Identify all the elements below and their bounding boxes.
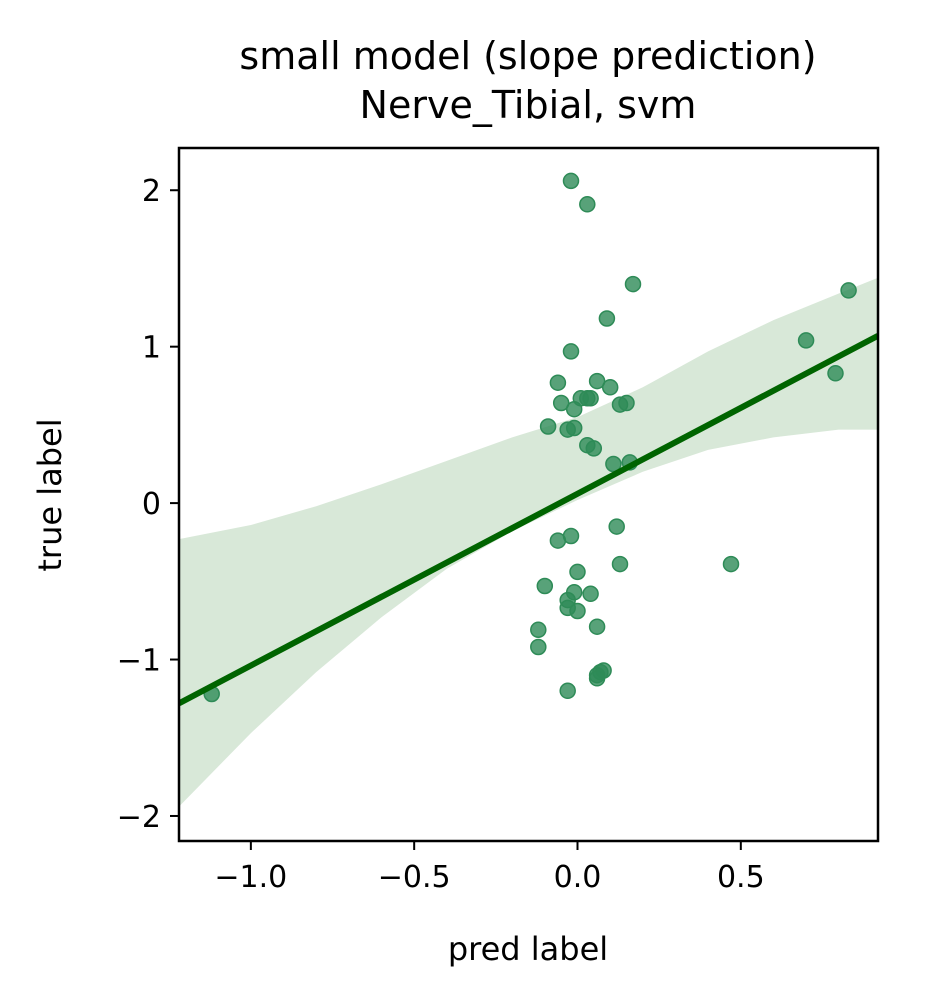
data-point <box>601 379 619 396</box>
x-tick-label: 0.0 <box>554 860 602 895</box>
data-point <box>565 400 583 418</box>
x-tick-label: 0.5 <box>717 860 765 895</box>
y-tick-label: 1 <box>142 331 161 366</box>
data-point <box>562 527 580 545</box>
data-point <box>552 394 570 412</box>
y-tick-label: 0 <box>142 487 161 522</box>
y-axis-ticks: −2 −1 0 1 2 <box>117 174 179 835</box>
data-point <box>608 518 625 535</box>
data-point <box>549 374 567 391</box>
plot-frame <box>177 146 880 843</box>
chart-title-line1: small model (slope prediction) <box>239 34 816 78</box>
data-point <box>559 682 576 700</box>
y-tick-label: −1 <box>117 644 161 679</box>
x-axis-label: pred label <box>448 930 608 968</box>
plot-area <box>177 146 880 843</box>
data-point <box>530 621 547 639</box>
data-point <box>588 670 606 687</box>
data-point <box>579 196 596 213</box>
data-point <box>562 343 580 360</box>
data-point <box>562 172 580 190</box>
confidence-band-layer <box>179 277 878 807</box>
y-tick-label: −2 <box>117 800 161 835</box>
data-point <box>618 394 635 412</box>
data-point <box>588 372 606 390</box>
data-point <box>536 577 554 595</box>
chart-title-line2: Nerve_Tibial, svm <box>360 83 697 127</box>
points-layer <box>203 172 857 703</box>
x-tick-label: −0.5 <box>378 860 451 895</box>
regression-line-layer <box>179 333 878 706</box>
data-point <box>588 618 606 635</box>
data-point <box>582 390 599 407</box>
data-point <box>539 418 557 435</box>
x-axis-ticks: −1.0 −0.5 0.0 0.5 <box>214 841 765 895</box>
data-point <box>585 440 603 457</box>
confidence-band <box>179 277 878 807</box>
data-point <box>569 602 586 620</box>
y-axis-label: true label <box>31 418 69 571</box>
data-point <box>827 365 844 382</box>
y-tick-label: 2 <box>142 174 161 209</box>
data-point <box>840 282 857 299</box>
data-point <box>582 585 599 603</box>
data-point <box>722 555 740 573</box>
data-point <box>569 563 586 581</box>
x-tick-label: −1.0 <box>214 860 287 895</box>
data-point <box>598 310 616 327</box>
data-point <box>565 419 583 437</box>
data-point <box>624 275 642 293</box>
data-point <box>797 332 815 349</box>
regression-line <box>179 333 878 706</box>
data-point <box>530 638 547 656</box>
data-point <box>611 555 629 573</box>
